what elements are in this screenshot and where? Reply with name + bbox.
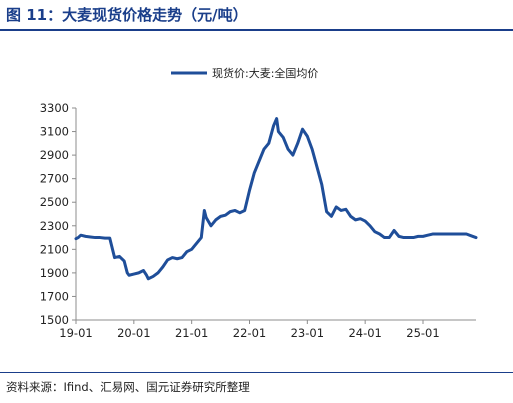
y-tick-label: 1700 xyxy=(40,289,69,303)
x-tick-label: 20-01 xyxy=(117,326,150,340)
figure-title: 图 11：大麦现货价格走势（元/吨） xyxy=(6,6,248,24)
y-tick-label: 3300 xyxy=(40,101,69,115)
y-tick-label: 2300 xyxy=(40,219,69,233)
y-tick-label: 2100 xyxy=(40,242,69,256)
series-layer xyxy=(74,117,478,281)
x-tick-label: 19-01 xyxy=(59,326,92,340)
axes-layer: 1500 1700 1900 2100 2300 2500 2700 2900 3100 3300… xyxy=(40,101,476,340)
x-tick-label: 23-01 xyxy=(291,326,324,340)
y-tick-label: 1500 xyxy=(40,313,69,327)
legend-label: 现货价:大麦:全国均价 xyxy=(212,66,318,80)
source-rule xyxy=(0,372,513,373)
x-tick-label: 21-01 xyxy=(175,326,208,340)
x-tick-label: 25-01 xyxy=(406,326,439,340)
series-line xyxy=(74,117,478,281)
x-tick-label: 24-01 xyxy=(348,326,381,340)
y-tick-label: 1900 xyxy=(40,266,69,280)
y-tick-label: 2900 xyxy=(40,148,69,162)
legend: 现货价:大麦:全国均价 xyxy=(171,66,318,80)
chart-svg: 1500 1700 1900 2100 2300 2500 2700 2900 3100 3300… xyxy=(40,66,478,340)
y-tick-label: 3100 xyxy=(40,125,69,139)
y-tick-label: 2700 xyxy=(40,172,69,186)
source-note: 资料来源：Ifind、汇易网、国元证券研究所整理 xyxy=(6,380,250,394)
title-rule xyxy=(0,29,513,31)
y-tick-label: 2500 xyxy=(40,195,69,209)
x-tick-label: 22-01 xyxy=(233,326,266,340)
